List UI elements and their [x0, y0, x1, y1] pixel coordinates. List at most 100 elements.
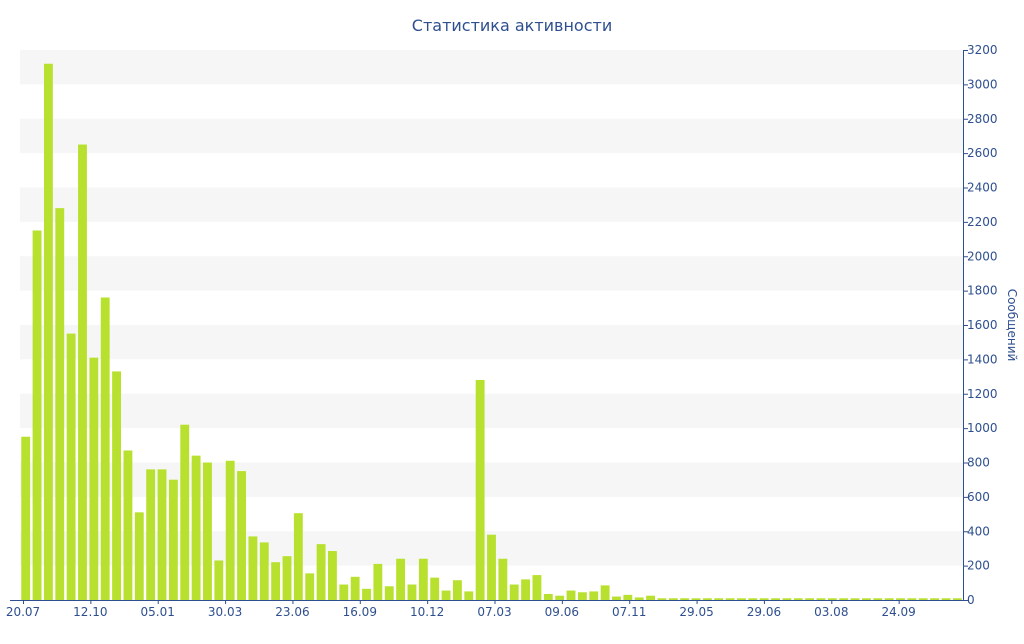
bar[interactable]: [168, 479, 178, 600]
bar[interactable]: [418, 558, 428, 600]
bar[interactable]: [702, 598, 712, 600]
y-tick-label: 2000: [967, 249, 998, 263]
bar[interactable]: [623, 594, 633, 600]
bar[interactable]: [680, 598, 690, 600]
bar[interactable]: [441, 590, 451, 600]
bar[interactable]: [55, 208, 65, 601]
bar[interactable]: [316, 544, 326, 600]
y-tick-label: 0: [967, 593, 975, 607]
bar[interactable]: [384, 586, 394, 600]
bar[interactable]: [407, 584, 417, 600]
bar[interactable]: [589, 591, 599, 600]
bar[interactable]: [577, 592, 587, 600]
bar[interactable]: [237, 471, 246, 600]
bar[interactable]: [350, 576, 360, 600]
bar[interactable]: [100, 297, 110, 601]
x-tick-label: 07.11: [612, 605, 646, 619]
bar[interactable]: [78, 144, 87, 600]
bar[interactable]: [725, 598, 735, 600]
x-tick-label: 12.10: [73, 605, 107, 619]
bar[interactable]: [657, 598, 667, 600]
bar[interactable]: [737, 598, 746, 600]
bar[interactable]: [793, 598, 803, 600]
bar[interactable]: [634, 597, 644, 600]
x-tick-label: 03.08: [814, 605, 848, 619]
bar[interactable]: [532, 575, 542, 600]
bar-series: [21, 63, 962, 601]
bar[interactable]: [691, 598, 701, 600]
y-tick-label: 1400: [967, 352, 998, 366]
bar[interactable]: [555, 595, 565, 600]
bar[interactable]: [827, 598, 837, 600]
bar[interactable]: [896, 598, 905, 600]
bar[interactable]: [373, 563, 383, 600]
bar[interactable]: [112, 371, 121, 600]
bar[interactable]: [157, 469, 167, 601]
bar[interactable]: [89, 357, 99, 600]
bar[interactable]: [191, 455, 201, 601]
grid-band: [20, 118, 963, 154]
bar[interactable]: [543, 593, 553, 600]
bar[interactable]: [32, 230, 42, 600]
bar[interactable]: [816, 598, 826, 600]
bar[interactable]: [293, 513, 303, 600]
x-tick-label: 07.03: [477, 605, 511, 619]
bar[interactable]: [259, 542, 269, 600]
bar[interactable]: [759, 598, 769, 600]
bar[interactable]: [941, 598, 951, 600]
bar[interactable]: [668, 598, 678, 600]
bar[interactable]: [271, 562, 281, 600]
x-tick-labels: 20.07 12.10 05.01 30.03 23.06 16.09 10.12 07.03…: [6, 600, 916, 619]
bar[interactable]: [850, 598, 860, 600]
bar[interactable]: [134, 512, 144, 600]
bar[interactable]: [714, 598, 724, 600]
bar[interactable]: [930, 598, 940, 600]
bar[interactable]: [839, 598, 849, 600]
bar[interactable]: [805, 598, 815, 600]
y-tick-label: 600: [967, 490, 990, 504]
bar[interactable]: [884, 598, 894, 600]
bar[interactable]: [452, 580, 462, 600]
bar[interactable]: [487, 534, 496, 600]
bar[interactable]: [203, 462, 212, 601]
bar[interactable]: [214, 560, 224, 600]
bar[interactable]: [873, 598, 883, 600]
grid-band: [20, 325, 963, 360]
bar[interactable]: [146, 469, 156, 601]
bar[interactable]: [225, 460, 235, 600]
bar[interactable]: [396, 558, 406, 600]
bar[interactable]: [339, 584, 349, 600]
bar[interactable]: [282, 556, 292, 600]
grid-band: [20, 187, 963, 222]
y-tick-label: 1800: [967, 284, 998, 298]
bar[interactable]: [918, 598, 928, 600]
bar[interactable]: [566, 590, 576, 600]
bar[interactable]: [430, 577, 440, 600]
bar[interactable]: [748, 598, 758, 600]
bar[interactable]: [612, 596, 621, 600]
bar[interactable]: [475, 380, 485, 600]
x-tick-label: 20.07: [6, 605, 40, 619]
x-tick-label: 29.05: [679, 605, 713, 619]
bar[interactable]: [509, 584, 519, 600]
bar[interactable]: [907, 598, 917, 600]
bar[interactable]: [328, 551, 337, 600]
bar[interactable]: [862, 598, 871, 600]
bar[interactable]: [362, 588, 371, 600]
bar[interactable]: [952, 598, 962, 600]
bar[interactable]: [464, 591, 474, 600]
bar[interactable]: [123, 450, 133, 600]
bar[interactable]: [782, 598, 792, 600]
bar[interactable]: [600, 585, 610, 600]
bar[interactable]: [498, 558, 508, 600]
bar[interactable]: [646, 595, 655, 600]
bar[interactable]: [305, 573, 315, 600]
bar[interactable]: [43, 63, 53, 600]
bar[interactable]: [21, 436, 31, 600]
bar[interactable]: [521, 579, 531, 601]
bar[interactable]: [248, 536, 258, 600]
bar[interactable]: [180, 424, 190, 600]
y-tick-label: 1000: [967, 421, 998, 435]
bar[interactable]: [66, 333, 76, 600]
bar[interactable]: [771, 598, 780, 600]
